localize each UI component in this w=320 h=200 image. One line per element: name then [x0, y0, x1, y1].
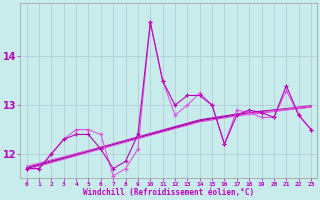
- X-axis label: Windchill (Refroidissement éolien,°C): Windchill (Refroidissement éolien,°C): [83, 188, 254, 197]
